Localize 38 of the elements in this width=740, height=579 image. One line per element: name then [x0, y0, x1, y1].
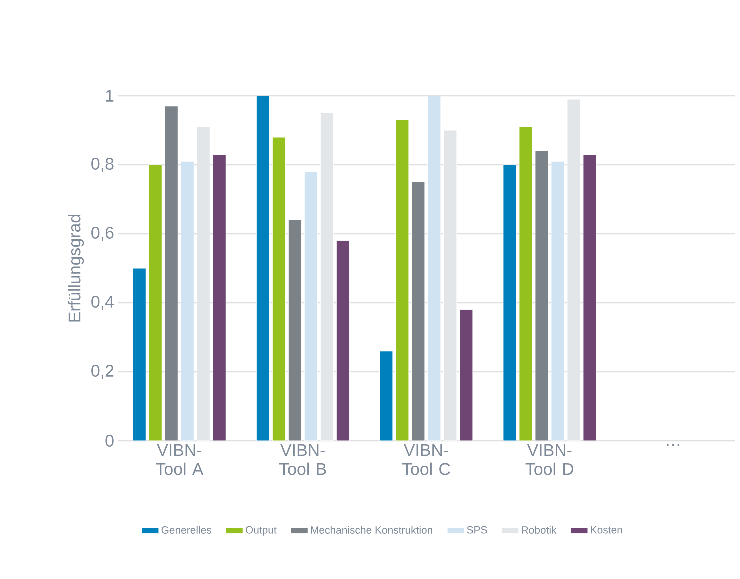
legend-label: Mechanische Konstruktion [311, 526, 432, 534]
y-tick-label: 0 [106, 435, 114, 447]
y-axis-title: Erfüllungsgrad [68, 215, 84, 322]
legend-label: SPS [467, 526, 488, 534]
bar [519, 126, 533, 441]
bar [132, 268, 146, 441]
y-tick-label: 0,2 [92, 365, 114, 379]
legend-label: Generelles [162, 526, 212, 534]
bar [180, 161, 195, 441]
bar [380, 350, 394, 441]
bar [212, 154, 227, 441]
y-tick-label: 1 [106, 90, 114, 102]
bar [272, 137, 286, 441]
bar [304, 172, 318, 441]
bar [164, 106, 179, 441]
bar [428, 96, 442, 441]
bar [460, 310, 474, 441]
x-tick-label: VIBN-Tool C [402, 444, 450, 476]
bar [256, 96, 270, 441]
bar [583, 154, 597, 441]
bar [336, 240, 350, 441]
bar [503, 164, 517, 441]
bar [288, 220, 302, 441]
x-tick-label: VIBN-Tool A [156, 444, 204, 476]
legend-label: Kosten [591, 526, 622, 534]
legend-label: Output [246, 526, 277, 536]
y-tick-label: 0,6 [92, 227, 114, 241]
bar [551, 161, 565, 441]
bar [535, 150, 549, 441]
x-tick-label: … [667, 444, 680, 446]
bar [412, 182, 426, 441]
y-tick-label: 0,4 [92, 296, 114, 310]
x-tick-label: VIBN-Tool D [526, 444, 574, 476]
y-tick-label: 0,8 [92, 158, 114, 172]
bar [396, 120, 410, 441]
bar [148, 164, 162, 441]
x-tick-label: VIBN-Tool B [279, 444, 326, 476]
legend-label: Robotik [522, 526, 557, 534]
